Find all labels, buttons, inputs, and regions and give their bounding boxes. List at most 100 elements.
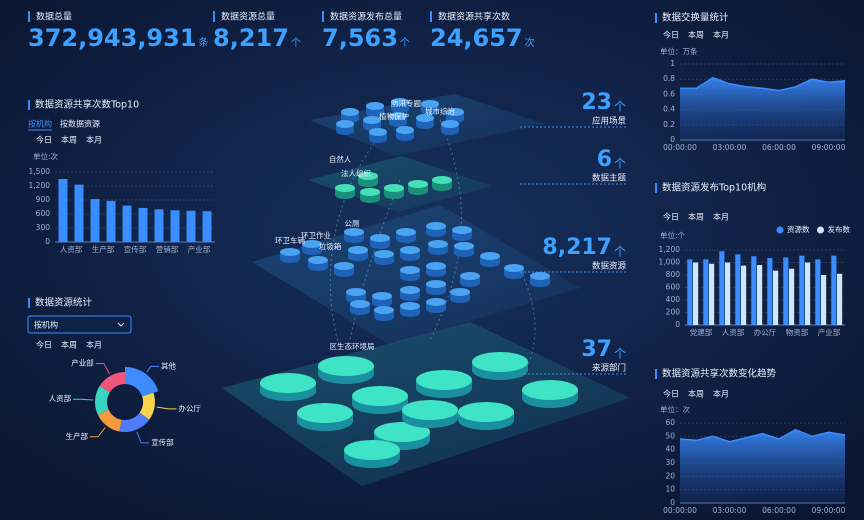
pie-label: 宣传部 bbox=[151, 437, 174, 447]
cylinder-top bbox=[341, 108, 359, 116]
panel-marker bbox=[655, 183, 657, 193]
bar bbox=[122, 205, 132, 242]
legend-swatch bbox=[776, 226, 784, 234]
y-tick-label: 30 bbox=[665, 458, 675, 467]
filter[interactable]: 按数据资源 bbox=[60, 119, 100, 129]
layer-plane bbox=[308, 156, 492, 212]
dropdown-value: 按机构 bbox=[34, 320, 58, 330]
stat-marker bbox=[28, 11, 30, 22]
bar bbox=[693, 262, 699, 325]
bar bbox=[831, 255, 837, 325]
cylinder-top bbox=[416, 370, 472, 390]
cylinder-top bbox=[335, 184, 355, 192]
tab[interactable]: 今日 bbox=[663, 212, 679, 222]
y-tick-label: 0 bbox=[670, 135, 675, 144]
layer-name: 数据资源 bbox=[592, 261, 627, 272]
layer-unit: 个 bbox=[614, 347, 626, 361]
flow-line bbox=[329, 119, 536, 381]
y-tick-label: 0.4 bbox=[663, 105, 675, 114]
y-tick-label: 10 bbox=[665, 485, 675, 494]
y-tick-label: 900 bbox=[36, 195, 51, 204]
x-tick-label: 产业部 bbox=[818, 327, 841, 337]
dropdown[interactable] bbox=[27, 315, 132, 334]
area-line bbox=[679, 428, 846, 443]
y-tick-label: 0.2 bbox=[663, 120, 675, 129]
stat-label: 数据总量 bbox=[36, 11, 72, 23]
layer-unit: 个 bbox=[614, 100, 626, 114]
pie-slice bbox=[139, 392, 155, 420]
tab[interactable]: 今日 bbox=[36, 135, 52, 145]
layer-unit: 个 bbox=[614, 245, 626, 259]
filter[interactable]: 按机构 bbox=[28, 119, 52, 129]
cylinders bbox=[260, 98, 578, 468]
node-label: 城市综治 bbox=[425, 106, 455, 116]
cylinder-top bbox=[297, 403, 353, 423]
bar bbox=[757, 265, 763, 325]
legend-label: 资源数 bbox=[787, 224, 810, 234]
bar bbox=[138, 207, 148, 242]
bar bbox=[170, 210, 180, 242]
cylinder-top bbox=[344, 228, 364, 236]
cylinder-top bbox=[366, 102, 384, 110]
tab[interactable]: 本月 bbox=[713, 212, 729, 222]
tab[interactable]: 本周 bbox=[688, 30, 704, 40]
cylinder-top bbox=[374, 306, 394, 314]
cylinder-top bbox=[452, 226, 472, 234]
x-tick-label: 00:00:00 bbox=[663, 143, 697, 152]
tab[interactable]: 今日 bbox=[663, 30, 679, 40]
y-tick-label: 300 bbox=[36, 223, 51, 232]
tab[interactable]: 本月 bbox=[713, 389, 729, 399]
y-tick-label: 0 bbox=[675, 320, 680, 329]
y-tick-label: 1,200 bbox=[29, 181, 51, 190]
cylinder-top bbox=[530, 272, 550, 280]
cylinder-top bbox=[416, 114, 434, 122]
tab[interactable]: 本月 bbox=[86, 135, 102, 145]
leader-line bbox=[146, 365, 159, 373]
x-tick-label: 03:00:00 bbox=[713, 143, 747, 152]
tab[interactable]: 本月 bbox=[713, 30, 729, 40]
tab[interactable]: 今日 bbox=[36, 340, 52, 350]
panel-title: 数据资源共享次数变化趋势 bbox=[662, 368, 777, 380]
cylinder-top bbox=[426, 222, 446, 230]
tab[interactable]: 本周 bbox=[688, 389, 704, 399]
node-label: 防汛专题 bbox=[391, 98, 421, 108]
leader-line bbox=[95, 362, 111, 375]
y-tick-label: 1,000 bbox=[659, 258, 681, 267]
stat-label: 数据资源总量 bbox=[221, 11, 275, 23]
cylinder-top bbox=[363, 116, 381, 124]
cylinder-top bbox=[302, 240, 322, 248]
unit-label: 单位:个 bbox=[660, 230, 686, 240]
bar bbox=[703, 259, 709, 325]
cylinder-top bbox=[308, 256, 328, 264]
x-tick-label: 物资部 bbox=[786, 327, 809, 337]
stat-value: 24,657 bbox=[430, 24, 523, 52]
tab[interactable]: 本周 bbox=[61, 340, 77, 350]
y-tick-label: 0 bbox=[45, 237, 50, 246]
y-tick-label: 60 bbox=[665, 418, 675, 427]
cylinder-top bbox=[344, 440, 400, 460]
x-tick-label: 人资部 bbox=[60, 244, 83, 254]
cylinder-top bbox=[348, 246, 368, 254]
area-fill bbox=[680, 429, 845, 503]
cylinder-top bbox=[426, 298, 446, 306]
bar bbox=[725, 262, 731, 325]
cylinder-top bbox=[446, 108, 464, 116]
cylinder-top bbox=[400, 302, 420, 310]
bar bbox=[741, 265, 747, 325]
tab[interactable]: 本周 bbox=[61, 135, 77, 145]
x-tick-label: 生产部 bbox=[92, 244, 115, 254]
bar bbox=[74, 184, 84, 242]
node-label: 环卫作业 bbox=[301, 230, 331, 240]
unit-label: 单位：万条 bbox=[660, 46, 698, 56]
tab[interactable]: 今日 bbox=[663, 389, 679, 399]
panel-marker bbox=[655, 13, 657, 23]
pie-label: 人资部 bbox=[49, 393, 72, 403]
bar bbox=[815, 259, 821, 325]
tab[interactable]: 本周 bbox=[688, 212, 704, 222]
y-tick-label: 600 bbox=[666, 283, 681, 292]
dropdown-arrow bbox=[117, 322, 125, 327]
tab[interactable]: 本月 bbox=[86, 340, 102, 350]
pie-label: 产业部 bbox=[71, 357, 94, 367]
node-label: 公厕 bbox=[345, 219, 360, 228]
bar bbox=[202, 211, 212, 242]
